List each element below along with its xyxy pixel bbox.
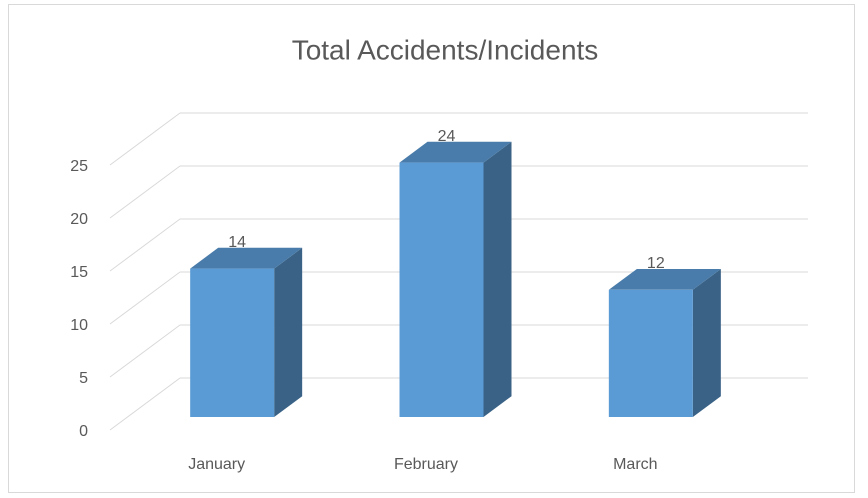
y-tick-label: 5 bbox=[79, 370, 88, 387]
y-tick-label: 10 bbox=[70, 317, 88, 334]
bar bbox=[608, 289, 693, 417]
bar-top bbox=[190, 247, 303, 269]
y-tick-label: 20 bbox=[70, 211, 88, 228]
grid-line-side bbox=[109, 377, 181, 431]
bar-top bbox=[608, 269, 721, 290]
bar-side bbox=[274, 247, 303, 417]
grid-line-side bbox=[109, 271, 181, 325]
grid-line-side bbox=[109, 218, 181, 272]
grid-line-side bbox=[109, 112, 181, 166]
data-label: 24 bbox=[438, 128, 456, 145]
y-tick-label: 15 bbox=[70, 264, 88, 281]
bar-side bbox=[692, 269, 721, 417]
y-tick-label: 25 bbox=[70, 158, 88, 175]
x-tick-label: February bbox=[394, 456, 458, 473]
data-label: 14 bbox=[228, 234, 246, 251]
x-tick-label: January bbox=[188, 456, 245, 473]
chart-title: Total Accidents/Incidents bbox=[292, 34, 599, 65]
y-tick-label: 0 bbox=[79, 423, 88, 440]
data-label: 12 bbox=[647, 255, 665, 272]
bar-side bbox=[483, 141, 512, 418]
x-tick-label: March bbox=[613, 456, 657, 473]
grid-line-side bbox=[109, 165, 181, 219]
bar bbox=[190, 268, 275, 417]
grid-line-side bbox=[109, 324, 181, 378]
bar bbox=[399, 162, 484, 417]
bar-top bbox=[399, 141, 512, 163]
